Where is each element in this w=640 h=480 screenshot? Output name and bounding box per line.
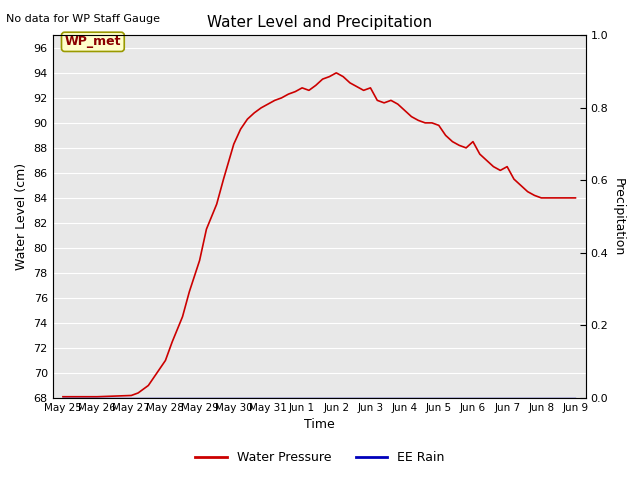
Y-axis label: Water Level (cm): Water Level (cm): [15, 163, 28, 270]
X-axis label: Time: Time: [304, 419, 335, 432]
Legend: Water Pressure, EE Rain: Water Pressure, EE Rain: [190, 446, 450, 469]
Title: Water Level and Precipitation: Water Level and Precipitation: [207, 15, 432, 30]
Text: No data for WP Staff Gauge: No data for WP Staff Gauge: [6, 14, 161, 24]
Y-axis label: Precipitation: Precipitation: [612, 178, 625, 256]
Text: WP_met: WP_met: [65, 36, 121, 48]
